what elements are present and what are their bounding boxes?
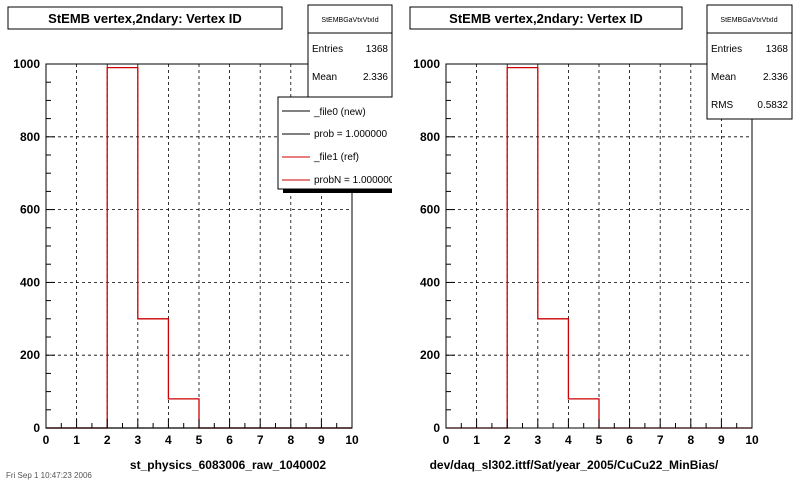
left-xtick-label: 3 xyxy=(134,433,141,447)
right-chart-title: StEMB vertex,2ndary: Vertex ID xyxy=(449,11,643,26)
legend-entry-file0: _file0 (new) xyxy=(313,107,366,118)
right-x-axis-label: dev/daq_sl302.ittf/Sat/year_2005/CuCu22_… xyxy=(430,458,719,472)
left-ytick-label: 0 xyxy=(33,421,40,435)
legend-frame xyxy=(277,96,392,190)
right-xtick-label: 5 xyxy=(596,433,603,447)
left-xtick-label: 5 xyxy=(196,433,203,447)
right-pad: 0 1 2 3 4 5 6 7 8 9 10 0 200 400 600 800 1000 StEMB ver… xyxy=(400,0,800,480)
left-chart-title: StEMB vertex,2ndary: Vertex ID xyxy=(48,11,242,26)
left-xtick-label: 4 xyxy=(165,433,172,447)
left-stats-box: StEMBGaVtxVtxId Entries 1368 Mean 2.336 xyxy=(307,4,393,98)
right-xtick-label: 3 xyxy=(534,433,541,447)
left-xtick-label: 2 xyxy=(104,433,111,447)
left-xtick-label: 10 xyxy=(345,433,359,447)
left-title-box xyxy=(7,6,283,30)
left-ytick-label: 800 xyxy=(20,130,40,144)
legend-entry-probn: probN = 1.000000 xyxy=(314,175,395,186)
right-ytick-labels: 0 200 400 600 800 1000 xyxy=(413,57,440,435)
right-xtick-label: 7 xyxy=(657,433,664,447)
right-ytick-label: 200 xyxy=(420,348,440,362)
left-stats-mean-label: Mean xyxy=(312,72,337,83)
right-stats-rms-value: 0.5832 xyxy=(757,100,788,111)
left-ytick-label: 200 xyxy=(20,348,40,362)
right-xtick-label: 10 xyxy=(745,433,759,447)
left-ticks xyxy=(45,63,353,429)
left-x-axis-label: st_physics_6083006_raw_1040002 xyxy=(130,458,326,472)
left-stats-entries-value: 1368 xyxy=(366,44,389,55)
right-xtick-label: 4 xyxy=(565,433,572,447)
left-ytick-label: 400 xyxy=(20,275,40,289)
right-ytick-label: 400 xyxy=(420,275,440,289)
right-xtick-label: 1 xyxy=(473,433,480,447)
right-ytick-label: 600 xyxy=(420,203,440,217)
right-ytick-label: 1000 xyxy=(413,57,440,71)
right-stats-name: StEMBGaVtxVtxId xyxy=(720,17,777,24)
right-stats-box: StEMBGaVtxVtxId Entries 1368 Mean 2.336 … xyxy=(706,4,793,120)
left-xtick-label: 9 xyxy=(318,433,325,447)
left-stats-frame xyxy=(307,4,393,98)
right-stats-rms-label: RMS xyxy=(711,100,734,111)
left-ytick-label: 1000 xyxy=(13,57,40,71)
left-stats-mean-value: 2.336 xyxy=(363,72,388,83)
right-xtick-label: 8 xyxy=(687,433,694,447)
left-ytick-labels: 0 200 400 600 800 1000 xyxy=(13,57,40,435)
right-xtick-label: 6 xyxy=(626,433,633,447)
left-stats-entries-label: Entries xyxy=(312,44,343,55)
left-xtick-label: 1 xyxy=(73,433,80,447)
right-stats-mean-value: 2.336 xyxy=(763,72,788,83)
right-xtick-label: 9 xyxy=(718,433,725,447)
left-ytick-label: 600 xyxy=(20,203,40,217)
legend-entry-file1: _file1 (ref) xyxy=(313,152,359,163)
left-xtick-labels: 0 1 2 3 4 5 6 7 8 9 10 xyxy=(43,433,359,447)
right-stats-frame xyxy=(706,4,793,120)
left-xtick-label: 8 xyxy=(287,433,294,447)
right-ytick-label: 800 xyxy=(420,130,440,144)
right-xtick-labels: 0 1 2 3 4 5 6 7 8 9 10 xyxy=(443,433,759,447)
legend-entry-prob: prob = 1.000000 xyxy=(314,129,388,140)
right-stats-entries-value: 1368 xyxy=(766,44,789,55)
left-pad: 0 1 2 3 4 5 6 7 8 9 10 0 200 400 600 800 1000 StEMB ver… xyxy=(0,0,398,480)
right-ticks xyxy=(445,63,753,429)
right-ytick-label: 0 xyxy=(433,421,440,435)
legend: _file0 (new) prob = 1.000000 _file1 (ref… xyxy=(277,96,395,193)
left-xtick-label: 0 xyxy=(43,433,50,447)
left-stats-name: StEMBGaVtxVtxId xyxy=(321,17,378,24)
left-xtick-label: 7 xyxy=(257,433,264,447)
footer-timestamp: Fri Sep 1 10:47:23 2006 xyxy=(6,471,92,480)
right-stats-mean-label: Mean xyxy=(711,72,736,83)
right-xtick-label: 0 xyxy=(443,433,450,447)
right-stats-entries-label: Entries xyxy=(711,44,742,55)
right-title-box xyxy=(409,6,683,30)
right-xtick-label: 2 xyxy=(504,433,511,447)
left-xtick-label: 6 xyxy=(226,433,233,447)
